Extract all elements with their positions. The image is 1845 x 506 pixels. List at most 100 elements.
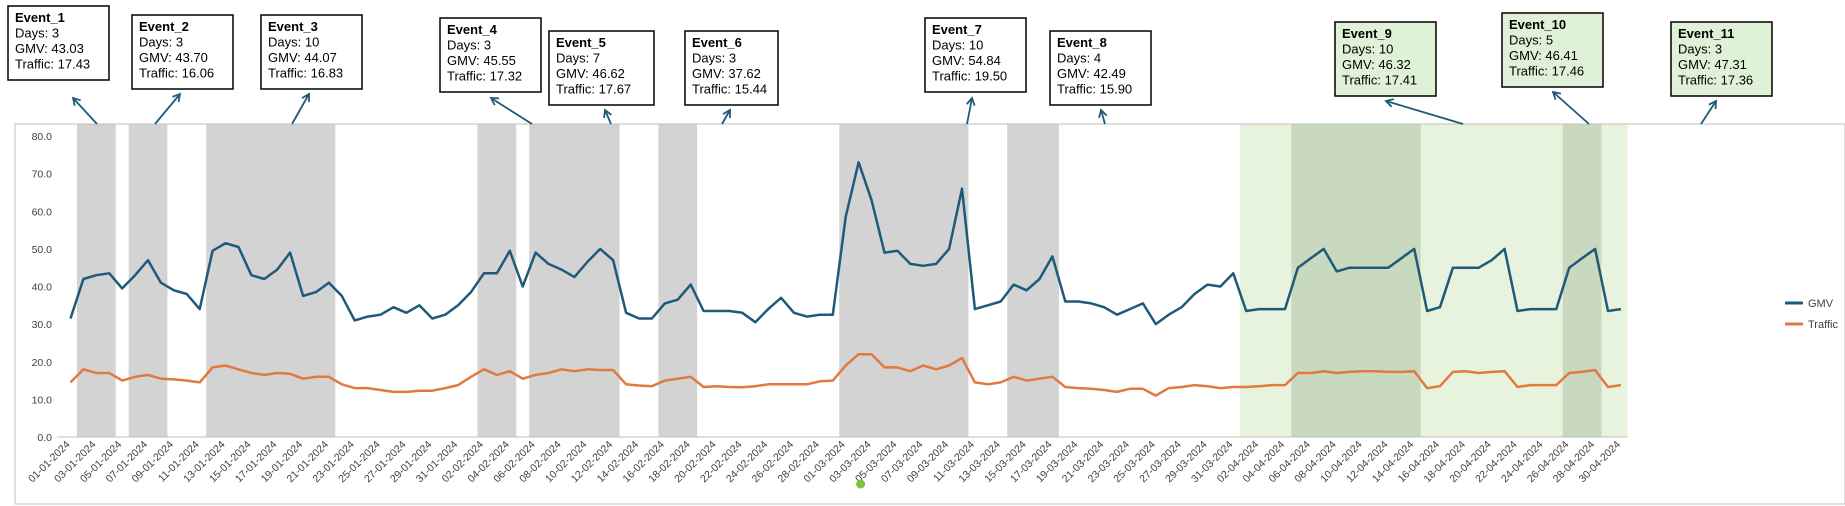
annotation-arrowhead <box>603 108 612 119</box>
annotation-gmv: GMV: 44.07 <box>268 50 337 65</box>
annotation-arrow <box>1385 100 1464 125</box>
annotation-arrow <box>1100 109 1106 125</box>
annotation-gmv: GMV: 46.32 <box>1342 57 1411 72</box>
annotation-gmv: GMV: 42.49 <box>1057 66 1126 81</box>
legend: GMV Traffic <box>1785 298 1838 331</box>
annotation-arrow <box>1700 100 1717 125</box>
annotation-gmv: GMV: 46.62 <box>556 66 625 81</box>
annotation-title: Event_8 <box>1057 35 1107 50</box>
annotation-traffic: Traffic: 16.83 <box>268 66 343 81</box>
annotation-arrow <box>154 93 181 125</box>
annotation-days: Days: 3 <box>139 35 183 50</box>
annotation-traffic: Traffic: 17.46 <box>1509 64 1584 79</box>
annotation-gmv: GMV: 46.41 <box>1509 48 1578 63</box>
annotation-title: Event_6 <box>692 35 742 50</box>
annotation-arrow <box>291 93 310 125</box>
series-lines <box>69 161 1622 489</box>
annotation-title: Event_10 <box>1509 17 1566 32</box>
annotation-traffic: Traffic: 19.50 <box>932 69 1007 84</box>
annotation-days: Days: 5 <box>1509 33 1553 48</box>
annotation-box <box>684 30 779 106</box>
annotation-arrow <box>1552 91 1590 125</box>
event-band-event_5 <box>529 124 620 437</box>
legend-label-gmv: GMV <box>1808 298 1834 310</box>
annotation-arrow <box>72 97 98 125</box>
annotation-traffic: Traffic: 15.90 <box>1057 82 1132 97</box>
event-band-event_11 <box>1562 124 1602 437</box>
annotation-arrow <box>966 97 973 125</box>
annotation-title: Event_3 <box>268 19 318 34</box>
annotation-box <box>1049 30 1152 106</box>
annotation-arrowhead <box>489 97 500 106</box>
event-band-event_3 <box>206 124 336 437</box>
y-tick-label: 60.0 <box>32 206 53 218</box>
series-line-traffic <box>69 352 1622 397</box>
annotation-arrowhead <box>966 96 976 106</box>
event-band-event_6 <box>658 124 698 437</box>
annotation-box <box>1670 21 1773 97</box>
annotation-arrowhead <box>722 108 731 119</box>
event-band-event_10 <box>1291 124 1421 437</box>
event-bands <box>76 124 1628 437</box>
annotation-box <box>548 30 655 106</box>
y-tick-label: 50.0 <box>32 244 53 256</box>
annotation-title: Event_4 <box>447 22 498 37</box>
annotation-traffic: Traffic: 17.41 <box>1342 73 1417 88</box>
event-band-event_2 <box>128 124 168 437</box>
annotation-arrowhead <box>172 92 182 103</box>
annotation-arrow <box>490 97 533 125</box>
annotation-title: Event_11 <box>1678 26 1734 41</box>
annotation-days: Days: 3 <box>1678 42 1722 57</box>
annotation-traffic: Traffic: 17.36 <box>1678 73 1753 88</box>
annotation-days: Days: 10 <box>1342 42 1393 57</box>
annotation-arrowhead <box>301 92 310 103</box>
annotation-gmv: GMV: 45.55 <box>447 53 516 68</box>
annotation-arrowhead <box>71 96 81 107</box>
y-tick-label: 30.0 <box>32 319 53 331</box>
annotation-traffic: Traffic: 16.06 <box>139 66 214 81</box>
annotation-traffic: Traffic: 17.32 <box>447 69 522 84</box>
annotation-box <box>7 5 110 81</box>
y-tick-label: 80.0 <box>32 131 53 143</box>
annotation-gmv: GMV: 37.62 <box>692 66 761 81</box>
annotation-title: Event_2 <box>139 19 189 34</box>
event-band-event_7 <box>839 124 969 437</box>
annotation-gmv: GMV: 47.31 <box>1678 57 1747 72</box>
annotation-arrow <box>604 109 612 125</box>
legend-label-traffic: Traffic <box>1808 319 1838 331</box>
annotation-traffic: Traffic: 15.44 <box>692 82 767 97</box>
annotation-days: Days: 7 <box>556 51 600 66</box>
annotation-box <box>439 17 542 93</box>
series-line-gmv <box>69 161 1622 326</box>
annotation-days: Days: 4 <box>1057 51 1101 66</box>
annotation-days: Days: 3 <box>15 26 59 41</box>
annotation-traffic: Traffic: 17.43 <box>15 57 90 72</box>
y-tick-label: 40.0 <box>32 282 53 294</box>
annotation-gmv: GMV: 43.03 <box>15 41 84 56</box>
y-tick-label: 10.0 <box>32 394 53 406</box>
annotation-arrowhead <box>1098 108 1108 119</box>
event-band-event_8 <box>1007 124 1059 437</box>
annotation-days: Days: 3 <box>692 51 736 66</box>
y-tick-label: 0.0 <box>37 432 52 444</box>
annotation-days: Days: 10 <box>268 35 319 50</box>
annotation-title: Event_5 <box>556 35 606 50</box>
annotation-title: Event_1 <box>15 10 65 25</box>
annotation-box <box>1501 12 1604 88</box>
x-axis: 01-01-202403-01-202405-01-202407-01-2024… <box>26 439 1623 486</box>
y-tick-label: 20.0 <box>32 357 53 369</box>
annotation-box <box>1334 21 1437 97</box>
